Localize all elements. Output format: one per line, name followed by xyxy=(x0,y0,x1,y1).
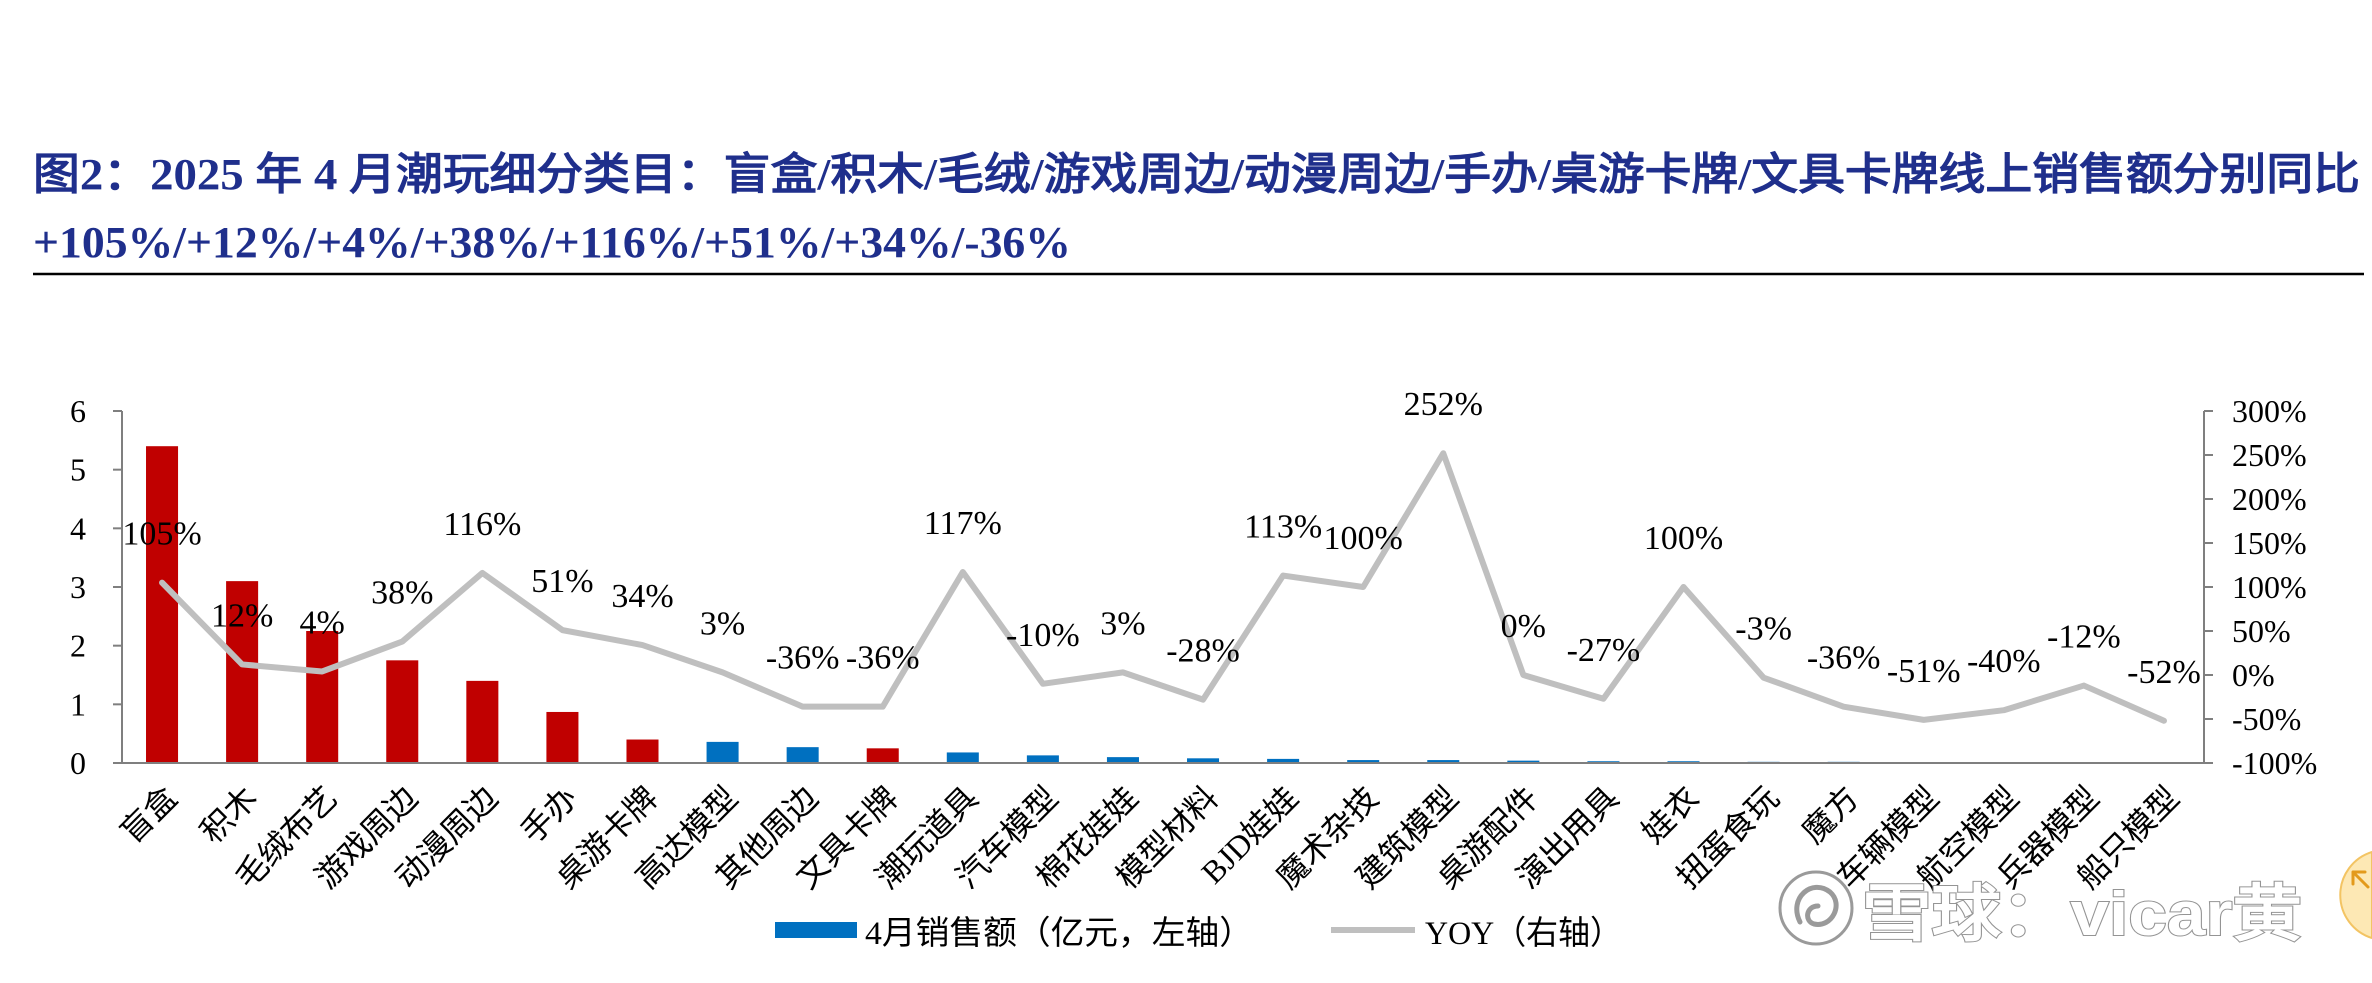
bar-11 xyxy=(946,752,979,763)
yoy-data-label: 51% xyxy=(531,563,593,600)
bar-5 xyxy=(466,680,499,763)
legend-line-label: YOY（右轴） xyxy=(1425,915,1622,952)
legend-bar-swatch xyxy=(775,922,857,938)
y-left-tick-label: 6 xyxy=(70,393,86,429)
yoy-data-label: 12% xyxy=(211,597,273,634)
bar-16 xyxy=(1347,760,1380,763)
combo-chart: 105%12% 4%38%116%51% 34%3%-36% -36%117%-10%… xyxy=(70,386,2317,895)
yoy-data-label: 117% xyxy=(924,505,1002,542)
yoy-line xyxy=(159,450,2167,724)
yoy-data-label: 113% xyxy=(1244,509,1322,546)
yoy-data-label: -27% xyxy=(1567,632,1641,669)
bar-6 xyxy=(546,711,579,763)
bar-7 xyxy=(626,739,659,763)
legend-bar-label: 4月销售额（亿元，左轴） xyxy=(865,915,1253,952)
x-axis-label: 积木 xyxy=(193,779,264,850)
bar-14 xyxy=(1187,758,1220,763)
legend: 4月销售额（亿元，左轴） YOY（右轴） xyxy=(775,915,1622,952)
y-right-tick-label: 100% xyxy=(2232,569,2307,605)
bar-18 xyxy=(1507,760,1540,763)
y-right-axis: -100% -50% 0% 50% 100% 150% 200% 250% 300% xyxy=(2204,393,2317,781)
yoy-data-label: 252% xyxy=(1404,386,1483,423)
x-axis-label: 娃衣 xyxy=(1635,779,1706,850)
bar-1 xyxy=(146,446,179,763)
y-right-tick-label: 200% xyxy=(2232,481,2307,517)
yoy-data-label: -36% xyxy=(846,640,920,677)
yoy-data-label: -40% xyxy=(1967,643,2041,680)
yoy-data-label: 3% xyxy=(1100,605,1145,642)
yoy-data-label: -51% xyxy=(1887,653,1961,690)
y-right-tick-label: 150% xyxy=(2232,525,2307,561)
watermark-text: 雪球：vicar黄 xyxy=(1862,880,2302,949)
bar-10 xyxy=(866,748,899,763)
yoy-data-label: -10% xyxy=(1006,617,1080,654)
y-right-tick-label: -50% xyxy=(2232,701,2301,737)
y-right-tick-label: 50% xyxy=(2232,613,2291,649)
yoy-data-label: 38% xyxy=(371,575,433,612)
figure-title-line1: 图2：2025 年 4 月潮玩细分类目：盲盒/积木/毛绒/游戏周边/动漫周边/手… xyxy=(33,149,2360,199)
yoy-data-label: -12% xyxy=(2047,619,2121,656)
bar-9 xyxy=(786,747,819,763)
bar-3 xyxy=(306,631,339,763)
yoy-data-label: -28% xyxy=(1166,633,1240,670)
yoy-data-label: 34% xyxy=(611,578,673,615)
bar-17 xyxy=(1427,760,1460,763)
corner-float-button[interactable] xyxy=(2339,850,2372,940)
yoy-data-label: 0% xyxy=(1501,608,1546,645)
yoy-data-label: -36% xyxy=(1807,640,1881,677)
x-axis-label: 盲盒 xyxy=(113,779,184,850)
yoy-data-label: 100% xyxy=(1324,520,1403,557)
y-right-tick-label: 250% xyxy=(2232,437,2307,473)
x-axis-label: 魔方 xyxy=(1795,779,1866,850)
bar-series xyxy=(146,446,2180,763)
watermark: 雪球：vicar黄 xyxy=(1778,870,2303,950)
y-right-tick-label: -100% xyxy=(2232,745,2317,781)
arrow-up-left-icon xyxy=(2351,870,2370,889)
yoy-data-labels: 105%12% 4%38%116%51% 34%3%-36% -36%117%-10%… xyxy=(122,386,2200,691)
watermark-logo-swirl xyxy=(1794,884,1839,927)
bar-8 xyxy=(706,741,739,763)
yoy-data-label: 105% xyxy=(122,516,201,553)
bar-2 xyxy=(226,581,259,763)
y-left-tick-label: 4 xyxy=(70,510,86,546)
y-right-tick-label: 300% xyxy=(2232,393,2307,429)
x-axis-label: 手办 xyxy=(514,779,585,850)
yoy-data-label: -52% xyxy=(2127,654,2201,691)
bar-13 xyxy=(1106,757,1139,763)
y-right-tick-label: 0% xyxy=(2232,657,2275,693)
corner-button-bg[interactable] xyxy=(2339,850,2372,940)
y-left-tick-label: 2 xyxy=(70,628,86,664)
yoy-data-label: 116% xyxy=(443,506,521,543)
yoy-data-label: 100% xyxy=(1644,520,1723,557)
y-left-tick-label: 0 xyxy=(70,745,86,781)
yoy-data-label: -36% xyxy=(766,640,840,677)
yoy-data-label: 3% xyxy=(700,605,745,642)
yoy-data-label: 4% xyxy=(300,604,345,641)
snowball-logo-icon xyxy=(1778,870,1854,946)
bar-12 xyxy=(1026,755,1059,763)
bar-15 xyxy=(1267,758,1300,763)
yoy-line-series xyxy=(159,450,2167,724)
y-left-tick-label: 1 xyxy=(70,686,86,722)
bar-4 xyxy=(386,660,419,763)
figure-title-line2: +105%/+12%/+4%/+38%/+116%/+51%/+34%/-36% xyxy=(33,218,1071,267)
y-left-tick-label: 5 xyxy=(70,452,86,488)
yoy-data-label: -3% xyxy=(1735,611,1792,648)
y-left-axis: 0 1 2 3 4 5 6 xyxy=(70,393,122,781)
y-left-tick-label: 3 xyxy=(70,569,86,605)
